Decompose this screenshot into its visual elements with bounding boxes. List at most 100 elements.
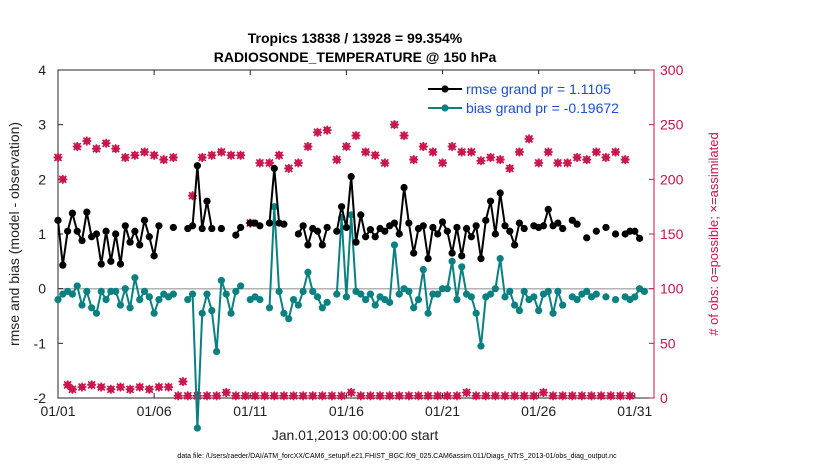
obs-possible-marker	[126, 385, 134, 393]
obs-possible-marker	[549, 392, 557, 400]
obs-possible-marker	[256, 159, 264, 167]
bias-point	[150, 309, 158, 317]
legend-bias-marker	[441, 104, 449, 112]
x-tick-label: 01/06	[137, 403, 172, 419]
bias-point	[208, 306, 216, 315]
bias-point	[78, 301, 86, 309]
obs-possible-marker	[362, 148, 370, 156]
rmse-point	[304, 241, 312, 249]
obs-possible-marker	[275, 151, 283, 159]
rmse-point	[203, 197, 211, 205]
rmse-point	[559, 224, 567, 233]
obs-possible-marker	[227, 151, 235, 159]
bias-point	[448, 257, 456, 265]
rmse-point	[515, 219, 524, 227]
y-tick-label: -2	[34, 390, 47, 406]
bias-point	[395, 290, 403, 298]
rmse-point	[381, 227, 389, 235]
rmse-point	[511, 241, 519, 249]
rmse-point	[419, 222, 427, 230]
obs-possible-marker	[554, 159, 562, 167]
obs-possible-marker	[323, 126, 331, 134]
bias-point	[184, 296, 192, 304]
obs-possible-marker	[290, 392, 298, 400]
bias-point	[102, 296, 110, 304]
obs-possible-marker	[318, 392, 326, 400]
bias-point	[270, 203, 278, 211]
obs-possible-marker	[472, 392, 480, 400]
bias-point	[511, 301, 519, 309]
y-tick-label: -1	[34, 335, 47, 351]
bias-point	[54, 296, 62, 304]
rmse-point	[357, 211, 365, 219]
obs-possible-marker	[352, 132, 360, 140]
bias-point	[222, 290, 230, 298]
chart-title: Tropics 13838 / 13928 = 99.354%	[248, 30, 463, 46]
obs-possible-marker	[419, 143, 427, 151]
obs-possible-marker	[583, 156, 591, 164]
rmse-point	[131, 227, 139, 235]
obs-possible-marker	[535, 159, 543, 167]
rmse-point	[424, 255, 432, 263]
x-tick-label: 01/26	[521, 403, 556, 419]
bias-point	[506, 287, 514, 295]
obs-possible-marker	[261, 392, 269, 400]
rmse-point	[59, 261, 67, 269]
obs-possible-marker	[203, 392, 211, 400]
obs-possible-marker	[241, 392, 249, 400]
x-axis-label: Jan.01,2013 00:00:00 start	[272, 427, 439, 443]
rmse-point	[395, 230, 403, 238]
bias-point	[169, 290, 177, 298]
rmse-point	[155, 222, 163, 230]
obs-possible-marker	[602, 153, 610, 161]
y-axis-label: rmse and bias (model - observation)	[6, 122, 22, 346]
rmse-point	[256, 222, 264, 230]
bias-point	[453, 296, 461, 304]
obs-possible-marker	[169, 153, 177, 161]
rmse-point	[592, 227, 600, 235]
rmse-point	[198, 224, 206, 233]
obs-possible-marker	[97, 383, 105, 391]
legend-rmse-label: rmse grand pr = 1.1105	[466, 81, 611, 97]
chart-subtitle: RADIOSONDE_TEMPERATURE @ 150 hPa	[214, 49, 497, 65]
rmse-point	[583, 234, 591, 242]
rmse-point	[635, 234, 644, 242]
rmse-point	[347, 173, 355, 181]
obs-possible-marker	[439, 159, 447, 167]
bias-point	[333, 290, 341, 298]
obs-possible-marker	[357, 392, 365, 400]
y-tick-label: 1	[38, 226, 46, 242]
bias-point	[472, 309, 480, 317]
obs-possible-marker	[136, 383, 144, 391]
obs-possible-marker	[251, 392, 259, 400]
rmse-point	[438, 218, 447, 226]
bias-point	[611, 296, 620, 304]
obs-possible-marker	[107, 385, 115, 393]
obs-possible-marker	[222, 389, 230, 397]
x-tick-label: 01/11	[233, 403, 267, 419]
bias-point	[145, 293, 153, 301]
rmse-line	[335, 176, 525, 259]
obs-possible-marker	[390, 121, 398, 129]
obs-possible-marker	[612, 148, 620, 156]
obs-possible-marker	[544, 148, 552, 156]
obs-possible-marker	[429, 148, 437, 156]
rmse-point	[145, 233, 153, 241]
bias-point	[116, 301, 125, 309]
obs-possible-marker	[626, 392, 634, 400]
bias-point	[477, 342, 485, 350]
obs-possible-marker	[568, 392, 576, 400]
bias-point	[362, 296, 370, 304]
bias-point	[237, 282, 245, 290]
rmse-point	[568, 216, 576, 224]
y-right-tick-label: 0	[660, 390, 668, 406]
obs-possible-marker	[501, 392, 509, 400]
obs-possible-marker	[424, 392, 432, 400]
bias-point	[486, 290, 495, 298]
y-right-tick-label: 250	[660, 117, 684, 133]
obs-possible-marker	[477, 157, 485, 165]
bias-point	[323, 298, 331, 306]
bias-point	[232, 287, 240, 295]
bias-point	[631, 293, 639, 301]
